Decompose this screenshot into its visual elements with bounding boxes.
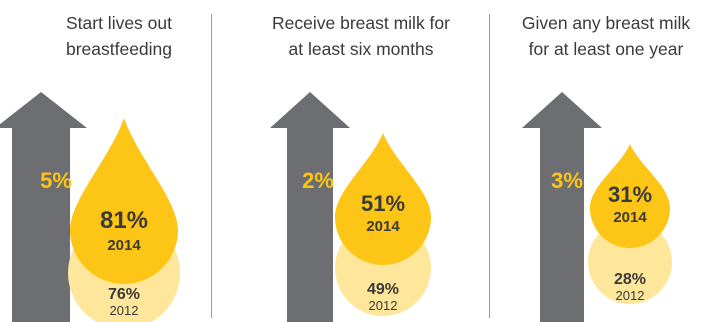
panel-title-line: Receive breast milk for [272,13,450,33]
previous-value-label: 76% [108,286,140,303]
previous-value-label: 28% [614,271,646,288]
current-value-drop-icon [590,144,670,248]
panel-graphic: 3% 31% 2014 28%2012 [522,92,672,322]
panel-divider-2 [489,14,490,318]
stat-panel-1: Start lives out breastfeeding 5% 81% 2014 76%… [0,0,238,322]
panel-graphic: 2% 51% 2014 49%2012 [270,92,431,322]
previous-year-label: 2012 [616,288,645,303]
current-value-label: 31% [608,182,652,207]
current-year-label: 2014 [107,237,141,254]
increase-label: 3% [551,168,583,193]
current-year-label: 2014 [613,209,647,226]
increase-arrow-icon [270,92,350,322]
panel-title: Start lives out breastfeeding [0,10,238,62]
current-value-label: 51% [361,191,405,216]
panel-title-line: breastfeeding [65,39,173,59]
increase-label: 5% [40,168,72,193]
previous-year-label: 2012 [110,303,139,318]
panel-title: Given any breast milk for at least one ye… [487,10,725,62]
panel-title: Receive breast milk for at least six mont… [242,10,480,62]
previous-value-label: 49% [367,281,399,298]
panel-title-line: at least six months [288,39,434,59]
current-value-drop-icon [335,133,431,265]
panel-title-line: Start lives out [65,13,173,33]
current-year-label: 2014 [366,218,400,235]
panel-graphic: 5% 81% 2014 76%2012 [0,92,180,322]
previous-year-label: 2012 [369,298,398,313]
panel-title-line: for at least one year [528,39,684,59]
stat-panel-2: Receive breast milk for at least six mont… [242,0,480,322]
current-value-drop-icon [70,118,178,284]
increase-arrow-icon [522,92,602,322]
current-value-label: 81% [100,207,148,234]
increase-label: 2% [302,168,334,193]
stat-panel-3: Given any breast milk for at least one ye… [487,0,725,322]
panel-title-line: Given any breast milk [521,13,691,33]
increase-arrow-icon [0,92,87,322]
panel-divider-1 [211,14,212,318]
